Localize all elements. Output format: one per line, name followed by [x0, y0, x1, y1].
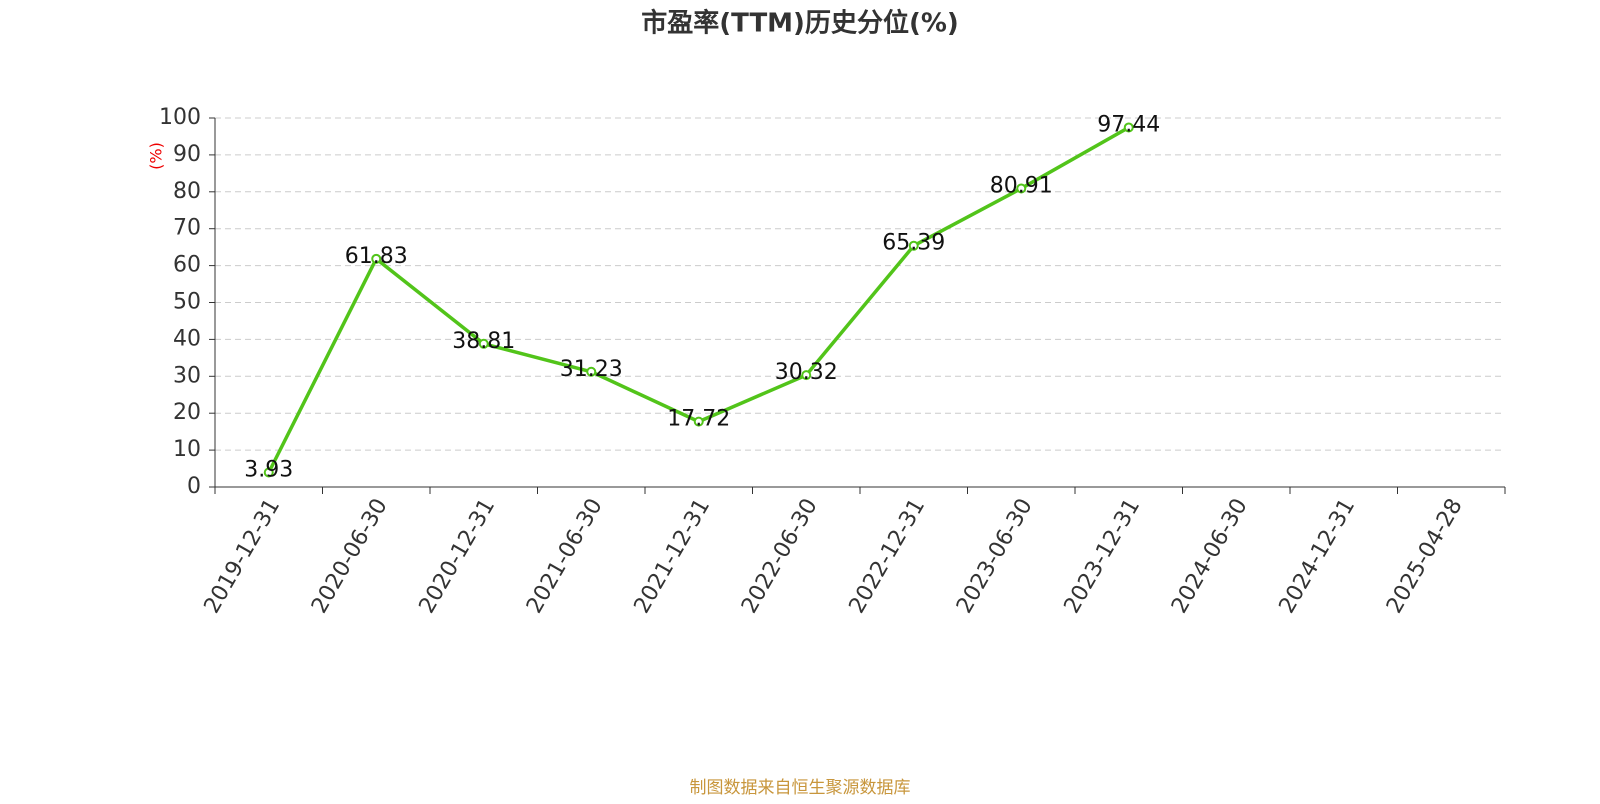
y-tick-label: 100 [159, 105, 201, 130]
point [908, 240, 919, 251]
y-tick-label: 60 [173, 253, 201, 278]
y-tick-label: 40 [173, 326, 201, 351]
x-tick-label: 2021-06-30 [522, 495, 608, 618]
x-tick-label: 2024-12-31 [1275, 495, 1361, 618]
x-tick-label: 2024-06-30 [1167, 495, 1253, 618]
data-label: 3.93 [244, 457, 293, 482]
y-tick-label: 10 [173, 437, 201, 462]
point [263, 467, 274, 478]
x-tick-label: 2021-12-31 [630, 495, 716, 618]
y-tick-label: 70 [173, 216, 201, 241]
data-label: 31.23 [560, 357, 623, 382]
point [586, 366, 597, 377]
data-label: 30.32 [775, 360, 838, 385]
x-tick-label: 2022-12-31 [845, 495, 931, 618]
x-tick-label: 2025-04-28 [1382, 495, 1468, 618]
point [371, 253, 382, 264]
x-tick-label: 2020-06-30 [307, 495, 393, 618]
point [801, 370, 812, 381]
data-label: 65.39 [882, 231, 945, 256]
y-tick-label: 20 [173, 400, 201, 425]
data-label: 97.44 [1097, 112, 1160, 137]
y-tick-label: 30 [173, 363, 201, 388]
data-label: 38.81 [452, 329, 515, 354]
point [693, 416, 704, 427]
x-tick-label: 2019-12-31 [200, 495, 286, 618]
chart-title: 市盈率(TTM)历史分位(%) [641, 8, 959, 39]
data-label: 80.91 [990, 173, 1053, 198]
y-tick-label: 90 [173, 142, 201, 167]
data-label: 61.83 [345, 244, 408, 269]
y-tick-label: 80 [173, 179, 201, 204]
y-tick-label: 0 [187, 474, 201, 499]
x-tick-label: 2020-12-31 [415, 495, 501, 618]
point [1016, 183, 1027, 194]
source-note: 制图数据来自恒生聚源数据库 [690, 778, 911, 798]
point [478, 338, 489, 349]
x-tick-label: 2023-06-30 [952, 495, 1038, 618]
x-tick-label: 2022-06-30 [737, 495, 823, 618]
y-axis-label: (%) [147, 142, 166, 170]
data-label: 17.72 [667, 407, 730, 432]
x-tick-label: 2023-12-31 [1060, 495, 1146, 618]
point [1123, 122, 1134, 133]
y-tick-label: 50 [173, 290, 201, 315]
